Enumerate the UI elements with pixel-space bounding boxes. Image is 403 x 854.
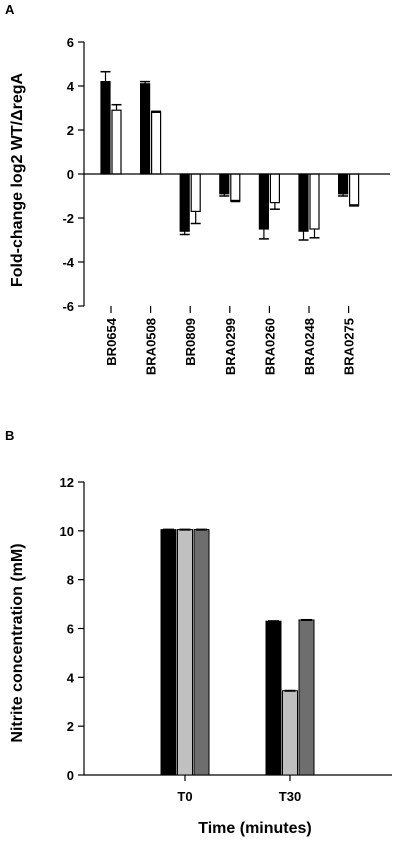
panel-b-plot-area: 0 2 4 6 8 10 12 T0 T30: [60, 475, 392, 804]
panel-a-y-tick-label: 6: [67, 35, 74, 50]
panel-b-y-tick-label: 0: [67, 768, 74, 783]
panel-a-bar-series-2: [230, 173, 241, 201]
panel-b-x-tick-label: T30: [279, 789, 301, 804]
panel-a-x-tick-label: BRA0248: [302, 318, 317, 375]
panel-a-bar-series-1: [298, 173, 309, 232]
panel-a-label: A: [5, 2, 15, 17]
panel-a-bar-series-2: [151, 111, 162, 175]
panel-a-y-axis-title: Fold-change log2 WT/ΔregA: [9, 72, 26, 287]
panel-a-x-tick-label: BR0809: [183, 318, 198, 366]
panel-a-bar-series-2: [349, 173, 360, 206]
panel-b-y-tick-label: 8: [67, 573, 74, 588]
panel-b-bar-series-3: [298, 619, 315, 776]
chart-panel-b: B Nitrite concentration (mM) Time (minut…: [5, 428, 392, 837]
panel-a-bar-series-1: [179, 173, 190, 232]
panel-b-y-tick-label: 4: [67, 670, 75, 685]
panel-a-x-tick-label: BRA0299: [223, 318, 238, 375]
panel-a-y-tick-label: -6: [62, 299, 74, 314]
panel-b-y-tick-label: 12: [60, 475, 74, 490]
panel-a-y-tick-label: -2: [62, 211, 74, 226]
panel-a-y-tick-label: -4: [62, 255, 74, 270]
panel-b-y-axis-title: Nitrite concentration (mM): [9, 543, 26, 742]
panel-a-x-tick-label: BR0654: [104, 317, 119, 365]
panel-b-bar-series-1: [265, 620, 282, 776]
panel-b-x-axis-title: Time (minutes): [198, 820, 312, 837]
panel-a-bar-series-1: [100, 80, 111, 175]
panel-a-y-tick-label: 0: [67, 167, 74, 182]
panel-a-bar-series-2: [190, 173, 201, 213]
panel-b-bar-series-1: [160, 529, 177, 776]
panel-a-bar-series-2: [111, 109, 122, 175]
panel-b-bar-series-2: [282, 690, 298, 776]
panel-b-bar-series-2: [177, 529, 193, 776]
panel-a-bar-series-2: [309, 173, 320, 230]
panel-a-x-tick-label: BRA0260: [262, 318, 277, 375]
panel-a-bar-series-1: [338, 173, 349, 195]
panel-b-x-tick-label: T0: [177, 789, 192, 804]
panel-a-y-tick-label: 2: [67, 123, 74, 138]
panel-a-plot-area: -6 -4 -2 0 2 4 6 BR0654 BRA0508 BR0809 BRA0299 BRA0…: [62, 35, 390, 375]
panel-a-y-tick-label: 4: [67, 79, 75, 94]
panel-b-y-tick-label: 10: [60, 524, 74, 539]
panel-b-y-tick-label: 6: [67, 622, 74, 637]
chart-panel-a: A Fold-change log2 WT/ΔregA -6 -4 -2 0 2 4 6 BR…: [5, 2, 390, 375]
panel-b-label: B: [5, 428, 14, 443]
panel-a-x-tick-label: BRA0508: [144, 318, 159, 375]
panel-a-bar-series-2: [269, 173, 280, 204]
panel-a-bar-series-1: [140, 83, 151, 175]
panel-a-x-tick-label: BRA0275: [342, 318, 357, 375]
panel-b-bar-series-3: [193, 529, 210, 776]
panel-a-bar-series-1: [258, 173, 269, 230]
panel-b-y-tick-label: 2: [67, 719, 74, 734]
panel-a-bar-series-1: [219, 173, 230, 195]
